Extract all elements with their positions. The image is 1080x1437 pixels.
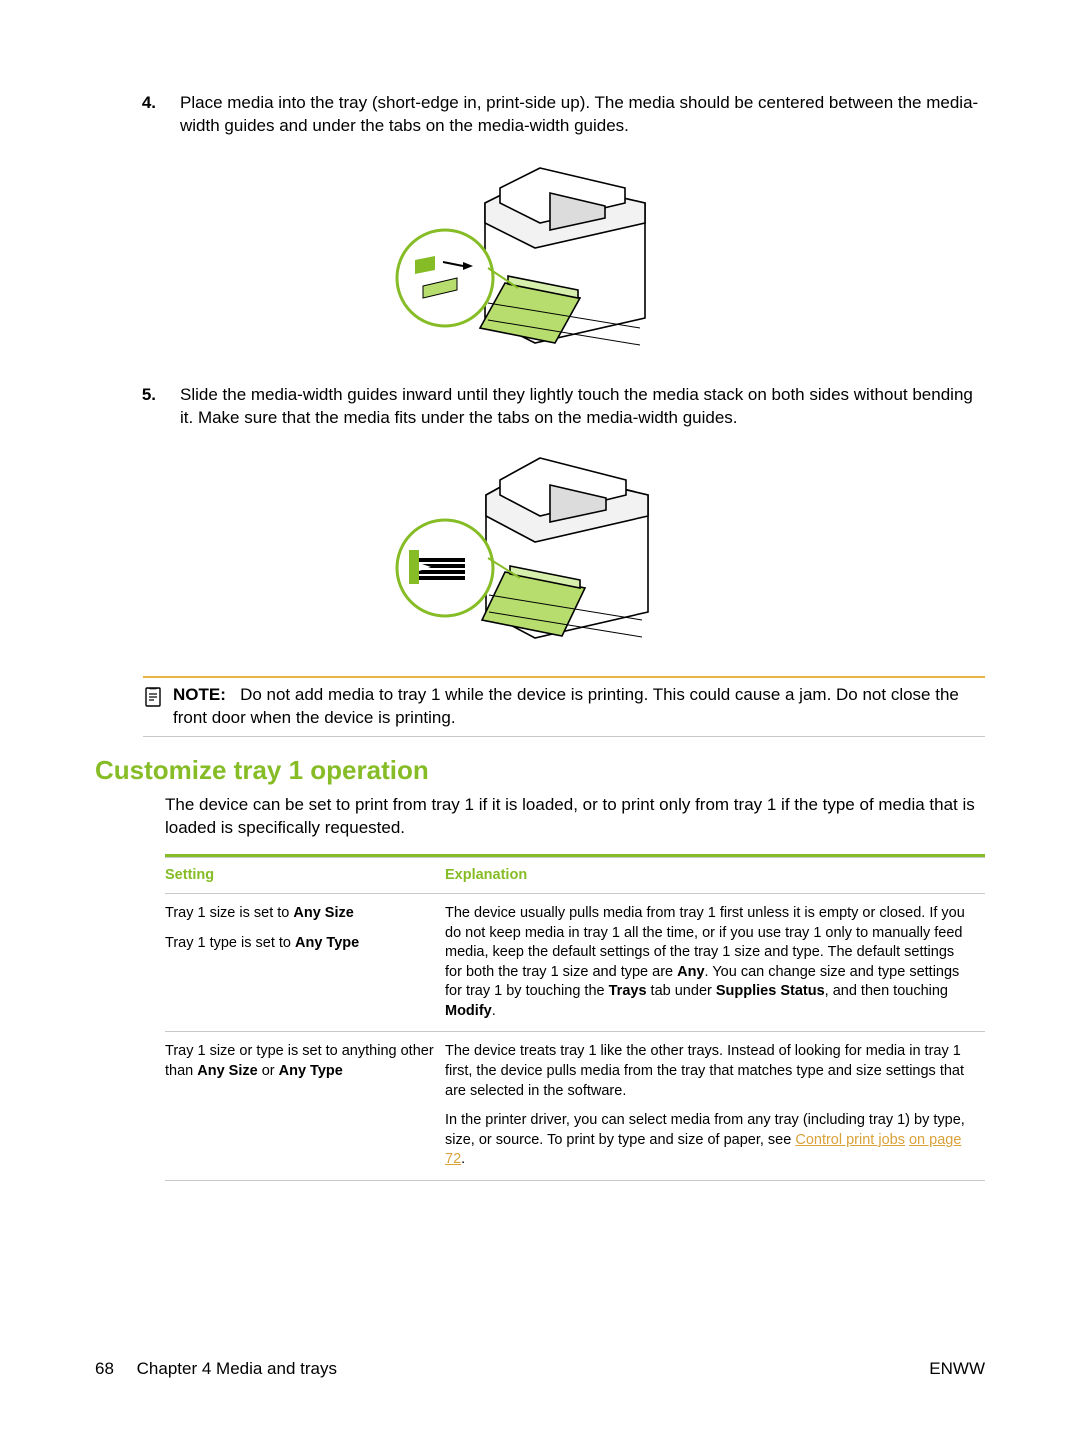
step-5: 5. Slide the media-width guides inward u… xyxy=(95,384,985,430)
section-intro: The device can be set to print from tray… xyxy=(95,794,985,840)
row1-explanation: The device usually pulls media from tray… xyxy=(445,894,985,1032)
table-row: Tray 1 size is set to Any Size Tray 1 ty… xyxy=(165,894,985,1032)
row2-setting: Tray 1 size or type is set to anything o… xyxy=(165,1032,445,1180)
table-header-explanation: Explanation xyxy=(445,857,985,894)
page-footer: 68 Chapter 4 Media and trays ENWW xyxy=(95,1359,985,1379)
note-body: Do not add media to tray 1 while the dev… xyxy=(173,685,959,727)
footer-page-number: 68 xyxy=(95,1359,114,1378)
note-text: NOTE: Do not add media to tray 1 while t… xyxy=(173,684,985,730)
table-row: Tray 1 size or type is set to anything o… xyxy=(165,1032,985,1180)
step-4-text: Place media into the tray (short-edge in… xyxy=(180,92,985,138)
link-control-print-jobs[interactable]: Control print jobs xyxy=(795,1132,905,1148)
note-rule-bottom xyxy=(143,736,985,737)
footer-right: ENWW xyxy=(929,1359,985,1379)
note-rule-top xyxy=(143,676,985,678)
figure-step-4 xyxy=(95,148,985,358)
table-header-setting: Setting xyxy=(165,857,445,894)
step-4: 4. Place media into the tray (short-edge… xyxy=(95,92,985,138)
row1-setting: Tray 1 size is set to Any Size Tray 1 ty… xyxy=(165,894,445,1032)
step-5-number: 5. xyxy=(95,384,180,407)
step-5-text: Slide the media-width guides inward unti… xyxy=(180,384,985,430)
figure-step-5 xyxy=(95,440,985,650)
settings-table: Setting Explanation Tray 1 size is set t… xyxy=(165,854,985,1181)
note-icon xyxy=(143,684,173,713)
settings-table-wrap: Setting Explanation Tray 1 size is set t… xyxy=(95,854,985,1181)
footer-chapter: Chapter 4 Media and trays xyxy=(137,1359,337,1378)
note-label: NOTE: xyxy=(173,685,226,704)
row2-explanation: The device treats tray 1 like the other … xyxy=(445,1032,985,1180)
step-4-number: 4. xyxy=(95,92,180,115)
table-header-row: Setting Explanation xyxy=(165,857,985,894)
note-block: NOTE: Do not add media to tray 1 while t… xyxy=(95,676,985,737)
section-heading: Customize tray 1 operation xyxy=(95,755,985,786)
